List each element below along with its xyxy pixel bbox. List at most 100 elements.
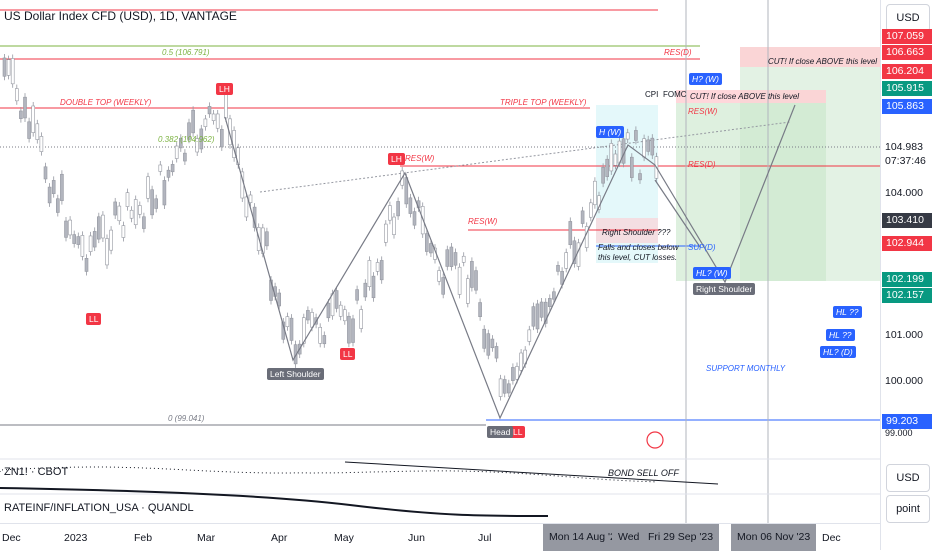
hl-qq-tag-2[interactable]: HL ?? xyxy=(826,329,855,341)
price-tag: 107.059 xyxy=(882,29,932,44)
candle xyxy=(519,352,523,371)
time-highlight: Mon 06 Nov '23 xyxy=(731,524,817,551)
right-shoulder-tag[interactable]: Right Shoulder xyxy=(693,283,756,295)
hl-qq-tag-1[interactable]: HL ?? xyxy=(833,306,862,318)
candle xyxy=(392,216,396,235)
triple-top-label: TRIPLE TOP (WEEKLY) xyxy=(500,98,587,107)
price-tag: 106.204 xyxy=(882,64,932,79)
falls-closes-label: Falls and closes below this level, CUT l… xyxy=(598,243,679,262)
candle xyxy=(474,270,478,291)
price-tag: 105.915 xyxy=(882,81,932,96)
candle xyxy=(2,57,7,77)
candle xyxy=(183,152,187,162)
indicator-unit-point-button[interactable]: point xyxy=(886,495,930,523)
candle xyxy=(383,223,388,243)
candle xyxy=(396,201,400,217)
candle xyxy=(330,293,335,317)
candle xyxy=(84,257,89,272)
cut-above-label-2: CUT! If close ABOVE this level xyxy=(768,57,878,66)
candle xyxy=(490,338,495,349)
pattern-path xyxy=(654,179,701,248)
candle xyxy=(535,303,540,330)
time-axis[interactable]: Dec 2023 Feb Mar Apr May Jun Jul Mon 14 … xyxy=(0,523,880,551)
countdown-label: 07:37:46 xyxy=(885,155,926,167)
candle xyxy=(125,192,130,207)
candle xyxy=(568,221,573,246)
hl-q-w-tag[interactable]: HL? (W) xyxy=(693,267,731,279)
h-w-tag[interactable]: H (W) xyxy=(596,126,625,138)
pattern-path xyxy=(224,104,796,420)
candle xyxy=(109,229,113,251)
price-chart[interactable] xyxy=(0,0,880,523)
candle xyxy=(318,326,323,344)
price-label-partial: 99.000 xyxy=(885,428,913,438)
indicator-unit-usd-button[interactable]: USD xyxy=(886,464,930,492)
candle xyxy=(228,118,232,146)
candle xyxy=(527,329,532,342)
head-tag[interactable]: Head xyxy=(487,426,514,438)
fomc-label: FOMC xyxy=(663,90,687,99)
candle xyxy=(121,225,126,238)
candle xyxy=(10,58,15,85)
candle xyxy=(388,205,392,221)
price-label: 104.000 xyxy=(885,187,923,199)
time-label: Apr xyxy=(271,532,288,544)
symbol-title[interactable]: US Dollar Index CFD (USD), 1D, VANTAGE xyxy=(4,9,237,23)
time-label: Dec xyxy=(822,532,841,544)
candle xyxy=(605,158,610,177)
candle xyxy=(154,198,158,209)
candle xyxy=(43,166,48,180)
rateinf-indicator-label[interactable]: RATEINF/INFLATION_USA · QUANDL xyxy=(4,502,194,514)
zn-indicator-label[interactable]: ZN1! · CBOT xyxy=(4,466,69,478)
ll-tag-2[interactable]: LL xyxy=(340,348,356,360)
price-tag: 102.199 xyxy=(882,272,932,287)
candle xyxy=(285,316,290,328)
left-shoulder-tag[interactable]: Left Shoulder xyxy=(267,368,324,380)
candle xyxy=(543,301,548,324)
res-d-top-label: RES(D) xyxy=(664,48,692,57)
candle xyxy=(502,379,507,394)
cut-above-label-1: CUT! If close ABOVE this level xyxy=(690,92,800,101)
hl-q-d-tag[interactable]: HL? (D) xyxy=(820,346,856,358)
zn-trendline xyxy=(344,461,719,485)
candle xyxy=(142,216,146,229)
candle xyxy=(47,186,52,204)
candle xyxy=(445,249,450,267)
candle xyxy=(310,312,314,328)
candle xyxy=(564,252,569,269)
candle xyxy=(547,298,552,307)
candle xyxy=(97,216,101,240)
current-price-label: 104.983 xyxy=(885,141,923,153)
candle xyxy=(76,236,81,245)
candle xyxy=(215,113,220,129)
candle xyxy=(334,290,339,309)
candle xyxy=(629,156,634,178)
price-tag: 99.203 xyxy=(882,414,932,429)
ll-tag-3[interactable]: LL xyxy=(510,426,526,438)
candle xyxy=(379,260,384,281)
candle xyxy=(498,378,503,397)
candle xyxy=(174,145,179,159)
unit-usd-button[interactable]: USD xyxy=(886,4,930,32)
candle xyxy=(429,243,433,254)
long-position-target-2 xyxy=(740,47,880,281)
candle xyxy=(72,234,76,244)
candle xyxy=(650,137,655,156)
candle xyxy=(322,335,327,345)
candle xyxy=(39,136,44,152)
candle xyxy=(470,261,474,288)
candle xyxy=(203,118,208,127)
price-axis[interactable]: USD 107.059 106.663 106.204 105.915 105.… xyxy=(880,0,932,550)
ll-tag-1[interactable]: LL xyxy=(86,313,102,325)
candle xyxy=(457,266,462,295)
candle xyxy=(162,180,167,206)
lh-tag-1[interactable]: LH xyxy=(216,83,233,95)
candle xyxy=(80,235,85,257)
candle xyxy=(27,121,31,139)
h-q-w-tag[interactable]: H? (W) xyxy=(689,73,722,85)
lh-tag-2[interactable]: LH xyxy=(388,153,405,165)
right-shoulder-q-label: Right Shoulder ??? xyxy=(602,228,671,237)
price-label: 101.000 xyxy=(885,329,923,341)
price-tag: 102.944 xyxy=(882,236,932,251)
candle xyxy=(404,177,409,205)
